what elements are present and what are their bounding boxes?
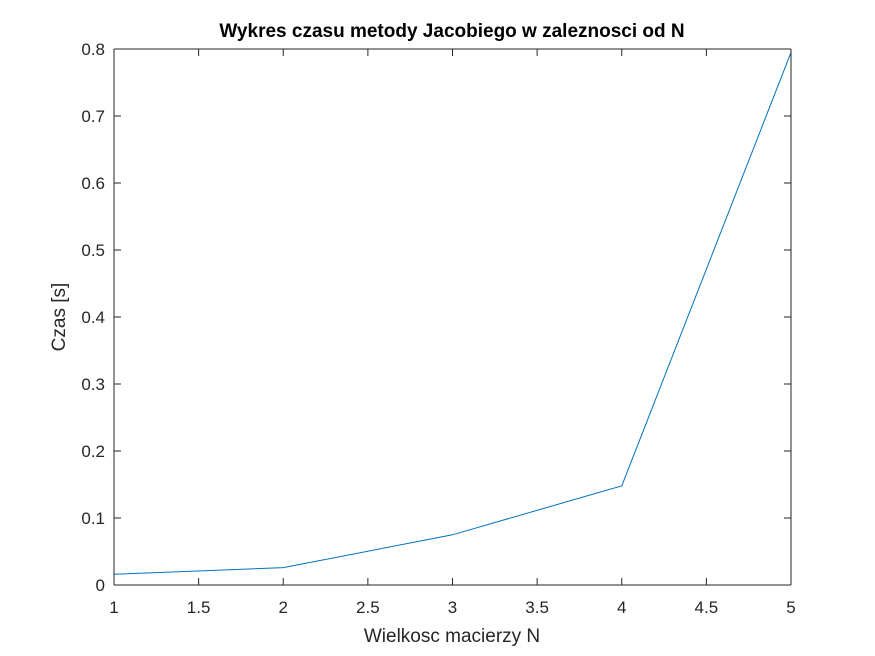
x-tick-label: 4.5 <box>695 598 719 617</box>
y-tick-label: 0.3 <box>81 375 105 394</box>
series-layer <box>113 52 792 575</box>
y-tick-label: 0.4 <box>81 308 105 327</box>
x-tick-label: 3 <box>448 598 457 617</box>
y-tick-label: 0.5 <box>81 241 105 260</box>
y-tick-label: 0.7 <box>81 107 105 126</box>
y-axis-label: Czas [s] <box>49 283 70 352</box>
x-tick-label: 4 <box>617 598 626 617</box>
x-tick-label: 5 <box>786 598 795 617</box>
chart-title: Wykres czasu metody Jacobiego w zaleznos… <box>219 21 684 42</box>
x-tick-label: 2.5 <box>356 598 380 617</box>
y-tick-label: 0.6 <box>81 174 105 193</box>
ticks-layer: 1 1.5 2 2.5 3 3.5 4 4.5 5 0 0.1 0.2 0.3 0.4 0.5 0.6 0.7 0… <box>81 40 795 617</box>
plot-area <box>114 49 791 585</box>
x-tick-label: 1.5 <box>187 598 211 617</box>
series-line <box>113 52 792 575</box>
x-tick-label: 2 <box>279 598 288 617</box>
x-tick-label: 3.5 <box>525 598 549 617</box>
x-tick-label: 1 <box>109 598 118 617</box>
y-tick-label: 0 <box>96 576 105 595</box>
x-axis-label: Wielkosc macierzy N <box>364 626 540 647</box>
y-tick-label: 0.2 <box>81 442 105 461</box>
y-tick-label: 0.1 <box>81 509 105 528</box>
y-tick-label: 0.8 <box>81 40 105 59</box>
